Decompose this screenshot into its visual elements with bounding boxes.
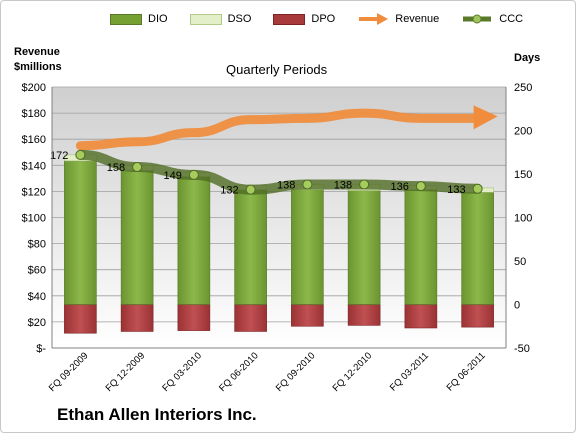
left-tick-label: $60	[28, 265, 46, 277]
category-label: FQ 09-2009	[47, 350, 91, 394]
right-tick-label: 100	[514, 213, 532, 225]
chart-title: Quarterly Periods	[226, 62, 328, 77]
left-tick-label: $-	[36, 343, 46, 355]
dpo-bar	[120, 304, 154, 332]
dio-bar	[120, 170, 154, 305]
left-tick-label: $120	[22, 186, 46, 198]
right-tick-label: 200	[514, 126, 532, 138]
legend-label-dpo: DPO	[311, 13, 336, 25]
category-label: FQ 06-2011	[445, 350, 488, 393]
ccc-data-label: 138	[277, 179, 295, 191]
dpo-bar	[64, 304, 97, 334]
left-axis-title: Revenue $millions	[14, 45, 62, 75]
ccc-data-label: 149	[164, 170, 182, 182]
right-tick-label: 50	[514, 256, 526, 268]
left-tick-label: $160	[22, 134, 46, 146]
right-axis-title: Days	[514, 52, 541, 64]
ccc-data-label: 136	[391, 181, 409, 193]
legend-swatch-dpo	[273, 13, 306, 25]
ccc-point	[132, 162, 143, 173]
legend-swatch-dso	[189, 13, 222, 25]
legend-arrow-icon	[359, 13, 389, 25]
company-name: Ethan Allen Interiors Inc.	[57, 405, 257, 424]
dio-bar	[177, 176, 211, 305]
dpo-bar	[177, 304, 211, 331]
dio-bar	[234, 189, 267, 305]
left-axis-title-line-2: $millions	[14, 61, 62, 73]
legend-item-ccc: CCC	[461, 12, 523, 26]
dio-bar	[64, 160, 97, 305]
ccc-point	[75, 149, 86, 160]
right-tick-label: 250	[514, 82, 532, 94]
ccc-point	[359, 179, 370, 190]
dio-bar	[461, 191, 494, 305]
legend-item-dso: DSO	[189, 13, 252, 25]
revenue-arrow-head	[473, 105, 498, 130]
legend-swatch-dio	[110, 13, 142, 25]
category-label: FQ 12-2010	[331, 350, 375, 394]
legend-line-marker-icon	[463, 14, 492, 24]
dio-bar	[347, 190, 381, 305]
category-label: FQ 03-2010	[160, 350, 204, 394]
dpo-bar	[347, 304, 381, 326]
chart-legend: DIO DSO DPO Revenue CCC	[110, 12, 545, 26]
left-tick-label: $80	[28, 239, 46, 251]
legend-label-dso: DSO	[227, 13, 252, 25]
ccc-data-label: 133	[447, 184, 465, 196]
legend-label-dio: DIO	[148, 13, 168, 25]
legend-label-ccc: CCC	[499, 13, 524, 25]
category-label: FQ 06-2010	[217, 350, 261, 394]
ccc-point	[188, 169, 199, 180]
ccc-data-label: 132	[220, 185, 238, 197]
dio-bar	[404, 189, 438, 305]
left-tick-label: $200	[22, 82, 46, 94]
ccc-point	[472, 183, 483, 194]
legend-label-revenue: Revenue	[395, 13, 440, 25]
dpo-bar	[234, 304, 267, 332]
right-tick-label: -50	[514, 343, 530, 355]
right-tick-label: 150	[514, 169, 532, 181]
dpo-bar	[461, 304, 494, 328]
ccc-point	[415, 181, 426, 192]
legend-item-dpo: DPO	[273, 13, 335, 25]
left-tick-label: $20	[28, 317, 46, 329]
left-tick-label: $40	[28, 291, 46, 303]
category-label: FQ 12-2009	[104, 350, 148, 394]
ccc-point	[245, 184, 256, 195]
dpo-bar	[404, 304, 438, 329]
legend-item-dio: DIO	[110, 13, 168, 25]
legend-item-revenue: Revenue	[357, 12, 439, 26]
dio-bar	[291, 189, 324, 305]
left-tick-label: $180	[22, 108, 46, 120]
left-axis-title-line-1: Revenue	[14, 46, 60, 58]
right-tick-label: 0	[514, 300, 520, 312]
category-label: FQ 03-2011	[388, 350, 431, 393]
category-label: FQ 09-2010	[274, 350, 318, 394]
ccc-data-label: 172	[50, 150, 68, 162]
left-tick-label: $100	[22, 213, 46, 225]
ccc-data-label: 158	[107, 162, 125, 174]
revenue-line	[75, 108, 483, 151]
ccc-data-label: 138	[334, 179, 352, 191]
dpo-bar	[291, 304, 324, 327]
left-tick-label: $140	[22, 160, 46, 172]
ccc-point	[302, 179, 313, 190]
